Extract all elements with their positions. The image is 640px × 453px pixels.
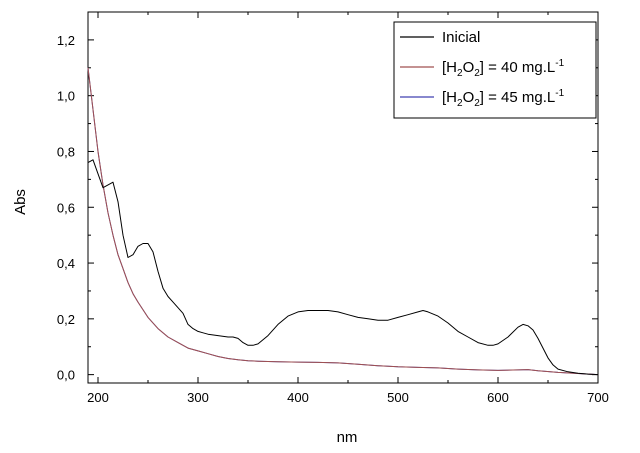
legend-label: [H2O2] = 45 mg.L-1 bbox=[442, 88, 565, 109]
y-tick-label: 0,4 bbox=[57, 256, 75, 271]
x-axis-title: nm bbox=[337, 429, 358, 446]
y-tick-label: 1,2 bbox=[57, 33, 75, 48]
x-tick-label: 600 bbox=[487, 390, 509, 405]
series-line bbox=[87, 67, 599, 376]
x-tick-label: 400 bbox=[287, 390, 309, 405]
x-tick-label: 500 bbox=[387, 390, 409, 405]
x-tick-label: 700 bbox=[587, 390, 609, 405]
series-line bbox=[87, 159, 599, 376]
y-tick-label: 0,2 bbox=[57, 312, 75, 327]
legend-label: [H2O2] = 40 mg.L-1 bbox=[442, 58, 565, 79]
plot-border bbox=[87, 11, 599, 384]
series-layer bbox=[87, 67, 599, 376]
y-tick-label: 0,8 bbox=[57, 144, 75, 159]
legend-box bbox=[393, 21, 597, 119]
legend: Inicial [H2O2] = 40 mg.L-1 [H2O2] = 45 mg.… bbox=[393, 21, 597, 119]
x-axis: 200 300 400 500 600 700 bbox=[87, 12, 609, 405]
x-tick-label: 200 bbox=[87, 390, 109, 405]
y-tick-label: 0,0 bbox=[57, 368, 75, 383]
y-tick-label: 1,0 bbox=[57, 89, 75, 104]
plot-frame bbox=[87, 11, 599, 384]
y-tick-label: 0,6 bbox=[57, 200, 75, 215]
y-axis-title: Abs bbox=[12, 189, 29, 215]
legend-label: Inicial bbox=[442, 29, 480, 46]
y-axis: 0,0 0,2 0,4 0,6 0,8 1,0 1,2 bbox=[57, 33, 598, 383]
x-tick-label: 300 bbox=[187, 390, 209, 405]
